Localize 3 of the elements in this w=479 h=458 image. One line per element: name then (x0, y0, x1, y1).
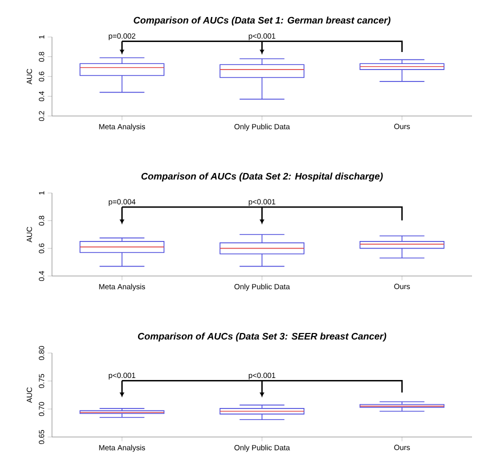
chart-title: Comparison of AUCs (Data Set 1: German breast cancer) (134, 16, 390, 26)
chart-title: Comparison of AUCs (Data Set 3: SEER breast Cancer) (138, 332, 386, 342)
chart-title: Comparison of AUCs (Data Set 2: Hospital discharge) (141, 172, 383, 182)
